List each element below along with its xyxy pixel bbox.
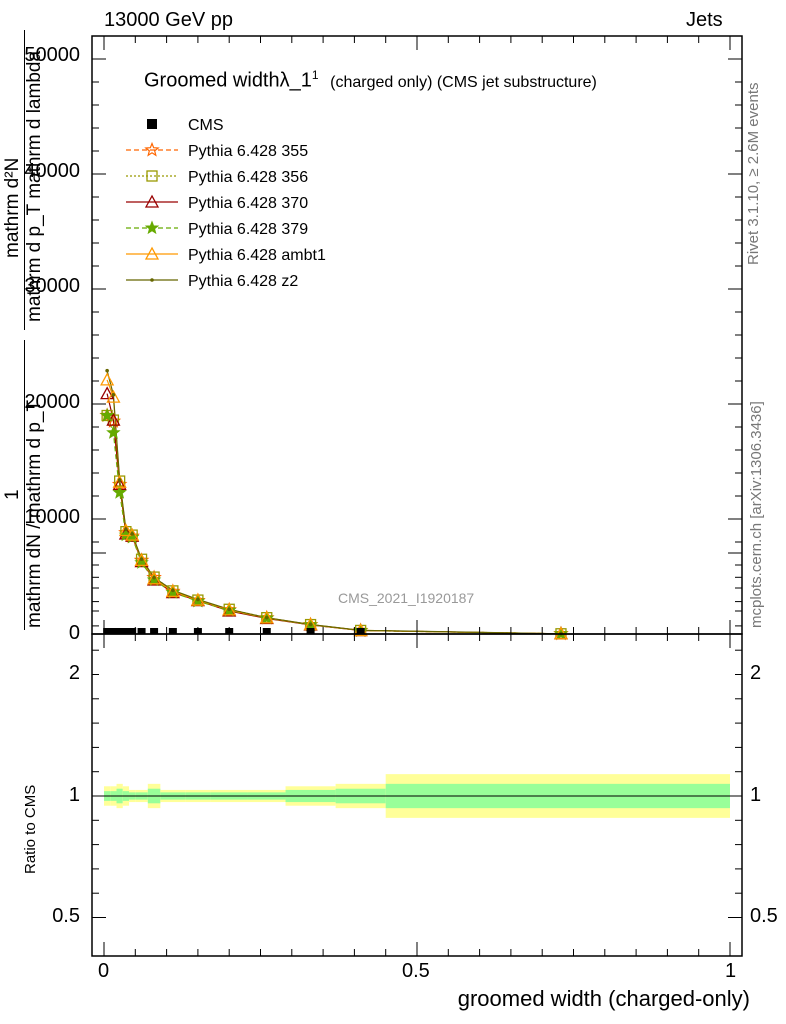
ratio-tick-label-right-0.5: 0.5	[750, 905, 778, 927]
series-6-marker-3	[124, 527, 128, 532]
ratio-tick-label-right-2: 2	[750, 662, 762, 684]
legend-marker-5	[144, 246, 160, 260]
series-6-marker-4	[130, 532, 134, 536]
cms-point-11	[306, 628, 315, 634]
series-6-marker-1	[111, 393, 116, 397]
mcplots-label: mcplots.cern.ch [arXiv:1306.3436]	[748, 401, 765, 628]
series-line-1	[106, 415, 562, 635]
y-label-fraction-bar-2	[24, 340, 25, 630]
legend-marker-4	[144, 220, 160, 235]
y-tick-label-50000: 50000	[24, 44, 80, 66]
plot-title-main: Groomed width	[144, 69, 280, 92]
y-label-fraction-bar-1	[24, 30, 25, 330]
y-tick-label-30000: 30000	[24, 275, 80, 297]
y-tick-label-20000: 20000	[24, 391, 80, 413]
ratio-tick-label-right-1: 1	[750, 784, 762, 806]
series-5-marker-7	[165, 584, 180, 598]
cms-point-7	[168, 628, 177, 634]
x-axis-label: groomed width (charged-only)	[457, 986, 750, 1011]
rivet-label: Rivet 3.1.10, ≥ 2.6M events	[745, 82, 762, 266]
series-line-4	[106, 415, 562, 635]
y-tick-label-0: 0	[68, 622, 80, 644]
series-5-marker-0	[100, 372, 115, 386]
legend-label-5: Pythia 6.428 ambt1	[188, 247, 326, 264]
cms-point-3	[121, 628, 130, 634]
series-6-marker-11	[308, 622, 313, 627]
x-tick-label-0.5: 0.5	[402, 960, 430, 982]
series-3-marker-0	[100, 386, 115, 400]
y-tick-label-40000: 40000	[24, 160, 80, 182]
series-5-marker-4	[125, 527, 140, 541]
y-tick-label-10000: 10000	[24, 506, 80, 528]
series-5-marker-5	[134, 553, 149, 567]
series-6-marker-7	[171, 588, 175, 593]
plot-title: Groomed widthλ_11 (charged only) (CMS je…	[144, 68, 597, 93]
plot-title-symbol: λ_1	[279, 69, 312, 92]
category-label: Jets	[686, 9, 723, 31]
series-6-marker-8	[196, 597, 200, 602]
legend-marker-0	[147, 119, 157, 129]
series-6-marker-9	[227, 607, 231, 612]
series-5-marker-10	[259, 610, 274, 624]
series-5-marker-3	[118, 523, 134, 537]
series-6-marker-5	[139, 557, 144, 562]
series-markers	[99, 368, 569, 641]
analysis-watermark: CMS_2021_I1920187	[338, 590, 475, 606]
legend-label-4: Pythia 6.428 379	[188, 221, 308, 238]
series-4-marker-2	[112, 484, 127, 499]
axis-ticks	[92, 35, 742, 956]
cms-point-0	[103, 628, 112, 634]
legend-marker-2	[146, 170, 158, 182]
series-6-marker-2	[117, 478, 122, 482]
ratio-tick-label-0.5: 0.5	[52, 905, 80, 927]
legend-label-0: CMS	[188, 117, 224, 134]
ratio-y-label: Ratio to CMS	[22, 784, 39, 874]
cms-point-6	[150, 628, 159, 634]
plot-title-sup: 1	[311, 68, 319, 82]
legend: CMS Pythia 6.428 355 Pythia 6.428 356 Pythi…	[126, 117, 326, 290]
series-6-marker-6	[152, 575, 156, 580]
series-5-marker-2	[112, 474, 127, 488]
legend-label-2: Pythia 6.428 356	[188, 169, 308, 186]
legend-marker-6	[150, 278, 154, 282]
ratio-tick-label-1: 1	[68, 784, 80, 806]
cms-point-4	[128, 628, 137, 634]
series-4-marker-1	[106, 425, 121, 439]
x-tick-label-0: 0	[98, 960, 110, 982]
cms-point-1	[109, 628, 118, 634]
x-tick-label-1: 1	[725, 960, 737, 982]
ratio-tick-label-2: 2	[68, 662, 80, 684]
cms-point-12	[356, 628, 365, 634]
energy-label: 13000 GeV pp	[104, 9, 233, 31]
cms-point-5	[137, 628, 146, 634]
series-5-marker-1	[106, 389, 121, 403]
series-6-marker-0	[105, 368, 109, 373]
legend-label-1: Pythia 6.428 355	[188, 143, 308, 160]
series-5-marker-8	[190, 592, 205, 606]
y-label-one: 1	[2, 489, 23, 500]
legend-marker-3	[144, 194, 160, 208]
series-5-marker-6	[146, 571, 162, 585]
series-5-marker-9	[222, 602, 237, 616]
series-4-marker-0	[99, 407, 115, 422]
legend-label-6: Pythia 6.428 z2	[188, 273, 298, 290]
series-6-marker-10	[264, 615, 269, 620]
legend-marker-1	[144, 141, 160, 157]
plot-title-suffix: (charged only) (CMS jet substructure)	[330, 73, 597, 91]
cms-data-markers	[103, 628, 365, 634]
y-label-numerator-top: mathrm d²N	[2, 157, 23, 258]
cms-point-2	[115, 628, 124, 634]
series-line-2	[106, 415, 562, 635]
cms-point-10	[262, 628, 271, 634]
legend-label-3: Pythia 6.428 370	[188, 195, 308, 212]
